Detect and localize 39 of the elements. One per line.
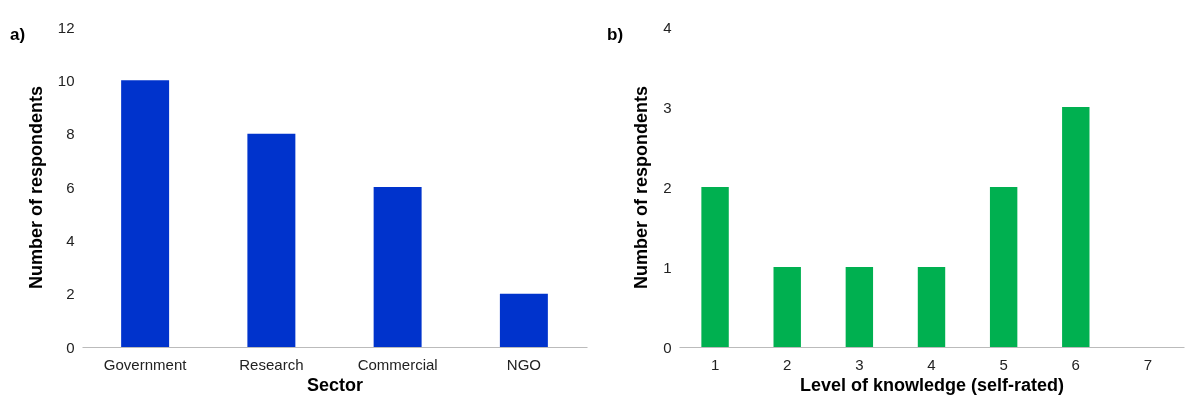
x-tick-label: 2 (783, 355, 792, 373)
y-axis-title: Number of respondents (25, 85, 46, 290)
bar (1062, 107, 1090, 347)
bar (773, 267, 801, 347)
x-axis-title: Level of knowledge (self-rated) (799, 374, 1065, 395)
bar (989, 187, 1018, 347)
x-tick-label: 7 (1143, 355, 1153, 373)
y-tick-label: 2 (663, 178, 672, 196)
y-tick-label: 4 (66, 231, 75, 249)
x-tick-label: Commercial (357, 355, 438, 373)
x-tick-label: 5 (999, 355, 1008, 373)
x-tick-label: NGO (506, 355, 541, 373)
y-tick-label: 4 (663, 18, 672, 36)
bar (499, 293, 548, 347)
bar (373, 187, 422, 347)
bar (247, 133, 296, 347)
y-tick-label: 0 (663, 338, 672, 356)
x-tick-label: 3 (855, 355, 864, 373)
y-tick-label: 8 (66, 125, 75, 143)
y-tick-label: 1 (663, 258, 672, 276)
x-tick-label: 1 (710, 355, 720, 373)
y-tick-label: 10 (57, 71, 75, 89)
y-tick-label: 12 (57, 18, 75, 36)
y-tick-label: 2 (66, 285, 75, 303)
y-tick-label: 3 (663, 98, 672, 116)
bar (701, 187, 729, 347)
x-tick-label: 4 (927, 355, 936, 373)
bar (121, 80, 170, 347)
y-tick-label: 0 (66, 338, 75, 356)
chart-title: b) (607, 25, 624, 44)
y-tick-label: 6 (66, 178, 75, 196)
x-tick-label: 6 (1071, 355, 1080, 373)
y-axis-title: Number of respondents (631, 85, 652, 290)
x-tick-label: Government (103, 355, 188, 373)
x-tick-label: Research (239, 355, 304, 373)
x-axis-title: Sector (306, 374, 364, 395)
bar (845, 267, 874, 347)
chart-title: a) (10, 25, 26, 44)
bar (917, 267, 946, 347)
